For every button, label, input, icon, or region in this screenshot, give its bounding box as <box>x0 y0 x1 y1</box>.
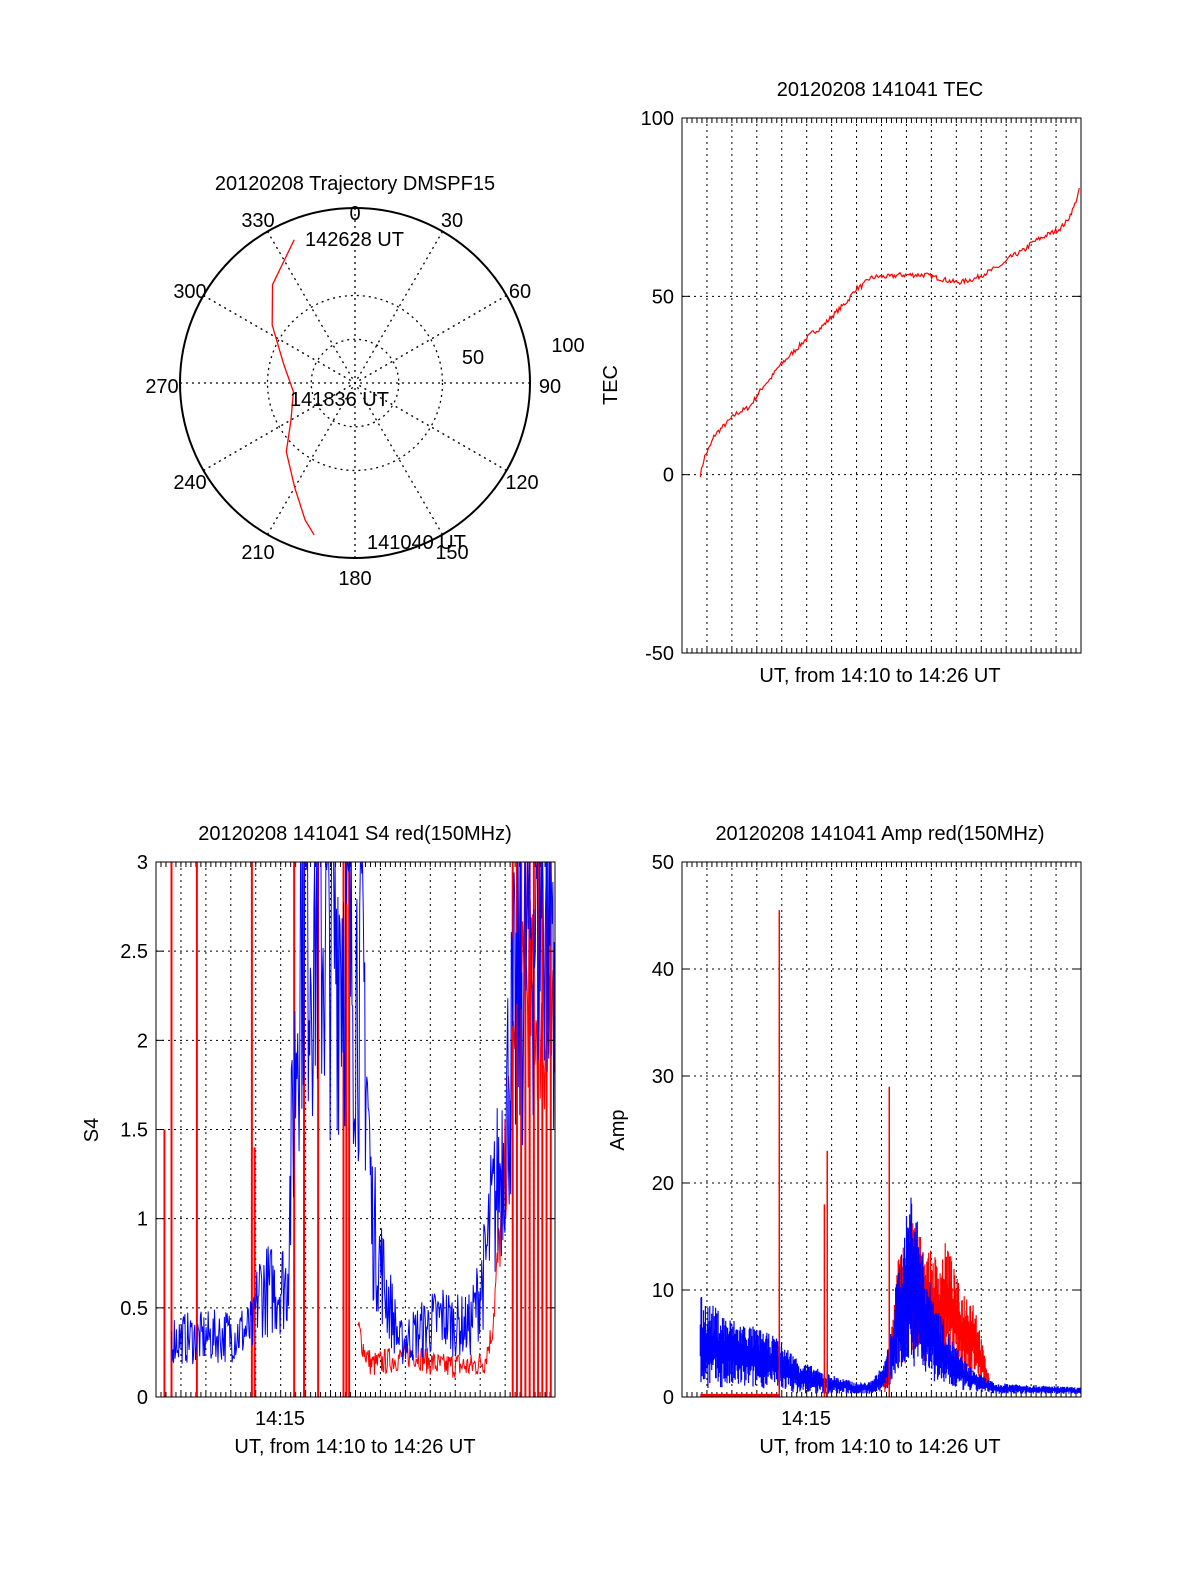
s4-title: 20120208 141041 S4 red(150MHz) <box>198 823 512 845</box>
s4-blue-series-line <box>171 861 555 1365</box>
tec-y-ticks: -50 0 50 100 <box>641 108 1081 665</box>
polar-outer-circle <box>179 207 531 559</box>
amp-xlabel: UT, from 14:10 to 14:26 UT <box>759 1436 1000 1458</box>
polar-spoke-150 <box>266 231 444 535</box>
y-tick-label: 0 <box>137 1387 148 1409</box>
s4-red-series-line <box>357 900 555 1378</box>
azimuth-label: 60 <box>509 281 531 303</box>
s4-xlabel: UT, from 14:10 to 14:26 UT <box>234 1436 475 1458</box>
azimuth-label: 270 <box>145 376 178 398</box>
annotation-end-time: 142628 UT <box>305 229 404 251</box>
radial-label-50: 50 <box>462 347 484 369</box>
amp-ylabel: Amp <box>607 1109 629 1150</box>
y-tick-label: 10 <box>652 1280 674 1302</box>
y-tick-label: 1.5 <box>120 1120 148 1142</box>
y-tick-label: 30 <box>652 1066 674 1088</box>
s4-ylabel: S4 <box>81 1118 103 1142</box>
tec-frame <box>681 117 1082 654</box>
azimuth-labels: 0 30 60 90 120 150 180 210 240 270 300 330 <box>145 203 561 590</box>
y-tick-label: 100 <box>641 108 674 130</box>
amp-blue-series-band <box>699 1197 1081 1394</box>
tec-panel: 20120208 141041 TEC -50 0 50 100 TEC UT, fr… <box>600 79 1082 687</box>
tec-series-line <box>699 187 1080 478</box>
polar-ring-0 <box>266 294 444 472</box>
azimuth-label: 120 <box>505 472 538 494</box>
amp-grid <box>681 862 1082 1397</box>
azimuth-label: 30 <box>441 210 463 232</box>
azimuth-label: 180 <box>338 568 371 590</box>
tec-title: 20120208 141041 TEC <box>777 79 983 101</box>
annotation-start-time: 141040 UT <box>367 532 466 554</box>
amp-panel: 20120208 141041 Amp red(150MHz) 0 10 20 30 4… <box>607 823 1082 1458</box>
trajectory-title: 20120208 Trajectory DMSPF15 <box>215 173 495 195</box>
y-tick-label: 2 <box>137 1030 148 1052</box>
y-tick-label: -50 <box>645 643 674 665</box>
trajectory-panel: 20120208 Trajectory DMSPF15 0 30 60 90 120 15… <box>145 173 584 590</box>
amp-y-ticks: 0 10 20 30 40 50 <box>652 852 1081 1409</box>
trajectory-line <box>271 239 315 536</box>
y-tick-label: 20 <box>652 1173 674 1195</box>
azimuth-label: 90 <box>539 376 561 398</box>
azimuth-label: 150 <box>435 542 468 564</box>
annotation-mid-time: 141836 UT <box>290 389 389 411</box>
s4-xtick-label: 14:15 <box>255 1408 305 1430</box>
y-tick-label: 50 <box>652 852 674 874</box>
s4-y-ticks: 0 0.5 1 1.5 2 2.5 3 <box>120 852 555 1409</box>
s4-panel: 20120208 141041 S4 red(150MHz) 0 0.5 1 1.5 2… <box>81 823 556 1458</box>
polar-grid <box>180 208 530 558</box>
amp-marks <box>699 910 1081 1397</box>
azimuth-label: 240 <box>173 472 206 494</box>
azimuth-label: 300 <box>173 281 206 303</box>
tec-ylabel: TEC <box>600 365 622 405</box>
azimuth-label: 210 <box>241 542 274 564</box>
y-tick-label: 3 <box>137 852 148 874</box>
y-tick-label: 2.5 <box>120 941 148 963</box>
y-tick-label: 0 <box>663 1387 674 1409</box>
tec-xlabel: UT, from 14:10 to 14:26 UT <box>759 665 1000 687</box>
amp-xtick-label: 14:15 <box>781 1408 831 1430</box>
amp-frame <box>681 861 1082 1398</box>
amp-title: 20120208 141041 Amp red(150MHz) <box>715 823 1044 845</box>
y-tick-label: 40 <box>652 959 674 981</box>
y-tick-label: 50 <box>652 286 674 308</box>
y-tick-label: 0.5 <box>120 1298 148 1320</box>
polar-ring-1 <box>310 338 400 428</box>
y-tick-label: 1 <box>137 1209 148 1231</box>
radial-label-100: 100 <box>551 335 584 357</box>
tec-grid <box>681 118 1082 653</box>
azimuth-label: 0 <box>349 203 360 225</box>
y-tick-label: 0 <box>663 465 674 487</box>
azimuth-label: 330 <box>241 210 274 232</box>
